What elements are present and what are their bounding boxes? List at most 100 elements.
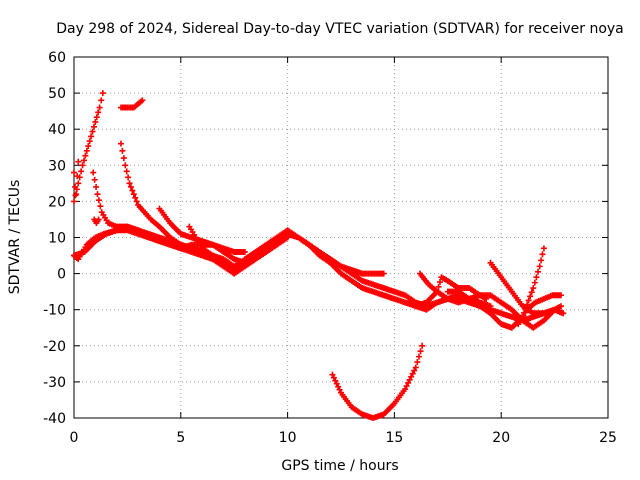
data-point — [419, 342, 426, 349]
data-point — [558, 292, 565, 299]
series-arc-11 — [329, 342, 426, 421]
data-point — [412, 364, 419, 371]
data-point — [99, 90, 106, 97]
x-tick-label: 25 — [599, 430, 617, 446]
data-points — [71, 90, 567, 421]
data-point — [536, 263, 543, 270]
x-tick-labels: 0 5 10 15 20 25 — [70, 430, 617, 446]
data-point — [533, 274, 540, 281]
data-point — [71, 169, 77, 176]
data-point — [402, 386, 409, 393]
data-point — [530, 285, 537, 292]
data-point — [79, 162, 86, 169]
y-tick-label: 30 — [48, 158, 66, 174]
data-point — [487, 303, 494, 310]
data-point — [93, 114, 100, 121]
y-tick-label: 60 — [48, 50, 66, 66]
series-arc-6 — [90, 169, 291, 277]
data-point — [409, 370, 416, 377]
data-point — [558, 303, 565, 310]
series-arc-12 — [417, 270, 567, 331]
data-point — [414, 359, 421, 366]
data-point — [415, 353, 422, 360]
data-point — [88, 133, 95, 140]
y-tick-label: -40 — [43, 411, 66, 427]
data-point — [126, 180, 133, 187]
x-tick-label: 5 — [176, 430, 185, 446]
data-point — [560, 310, 567, 317]
series-arc-16 — [515, 292, 565, 328]
data-point — [75, 158, 82, 165]
data-point — [380, 270, 387, 277]
data-point — [80, 157, 87, 164]
data-point — [127, 183, 134, 190]
data-point — [527, 293, 534, 300]
data-point — [117, 140, 124, 147]
data-point — [405, 379, 412, 386]
y-tick-label: 40 — [48, 122, 66, 138]
data-point — [94, 191, 101, 198]
data-point — [335, 383, 342, 390]
data-point — [435, 283, 442, 290]
x-tick-label: 15 — [385, 430, 403, 446]
y-tick-labels: -40 -30 -20 -10 0 10 20 30 40 50 60 — [43, 50, 66, 427]
y-tick-label: 20 — [48, 194, 66, 210]
data-point — [403, 383, 410, 390]
data-point — [139, 97, 146, 104]
data-point — [85, 143, 92, 150]
y-axis-label: SDTVAR / TECUs — [7, 180, 23, 295]
data-point — [119, 147, 126, 154]
data-point — [329, 371, 336, 378]
data-point — [125, 174, 132, 181]
data-point — [539, 251, 546, 258]
data-point — [95, 197, 102, 204]
data-point — [90, 123, 97, 130]
data-point — [78, 168, 85, 175]
data-point — [132, 194, 139, 201]
data-point — [332, 377, 339, 384]
series-arc-10 — [91, 216, 102, 227]
data-point — [241, 248, 248, 255]
data-point — [74, 173, 81, 180]
axis-ticks — [73, 56, 609, 419]
data-point — [417, 348, 424, 355]
data-point — [83, 147, 90, 154]
series-arc-3 — [117, 97, 146, 111]
data-point — [483, 295, 490, 302]
data-point — [123, 168, 130, 175]
data-point — [72, 183, 79, 190]
data-point — [98, 97, 105, 104]
data-point — [120, 155, 127, 162]
x-tick-label: 0 — [70, 430, 79, 446]
data-point — [333, 380, 340, 387]
data-point — [538, 257, 545, 264]
data-point — [86, 138, 93, 145]
data-point — [95, 216, 102, 223]
data-point — [434, 288, 441, 295]
data-point — [91, 176, 98, 183]
y-tick-label: -20 — [43, 339, 66, 355]
data-point — [90, 169, 97, 176]
data-point — [528, 289, 535, 296]
data-point — [525, 297, 532, 304]
data-point — [97, 203, 104, 210]
data-point — [95, 109, 102, 116]
data-point — [82, 152, 89, 159]
y-tick-label: 0 — [57, 267, 66, 283]
x-tick-label: 10 — [279, 430, 297, 446]
data-point — [535, 268, 542, 275]
data-point — [122, 162, 129, 169]
x-axis-label: GPS time / hours — [281, 458, 398, 474]
data-point — [129, 187, 136, 194]
data-point — [89, 128, 96, 135]
data-point — [73, 191, 80, 198]
data-point — [93, 183, 100, 190]
grid-lines — [74, 57, 608, 418]
data-point — [130, 191, 137, 198]
data-point — [540, 245, 547, 252]
data-point — [411, 367, 418, 374]
y-tick-label: 50 — [48, 86, 66, 102]
y-tick-label: -30 — [43, 375, 66, 391]
series-arc-13 — [412, 274, 490, 310]
